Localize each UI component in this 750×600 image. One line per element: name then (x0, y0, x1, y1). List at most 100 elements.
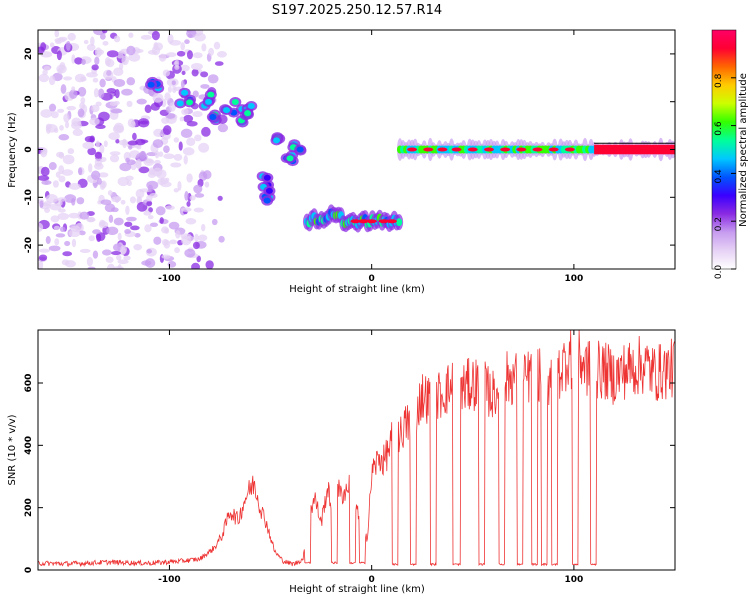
noise-blob (39, 200, 44, 208)
snr-ylabel: SNR (10 * v/v) (7, 414, 18, 485)
noise-blob (68, 212, 80, 219)
noise-blob (192, 52, 203, 59)
noise-blob (126, 45, 136, 56)
noise-blob (119, 162, 132, 172)
noise-blob (178, 141, 183, 151)
noise-blob (77, 108, 85, 118)
spectrogram-xlabel: Height of straight line (km) (289, 284, 425, 295)
spectrogram-ylabel: Frequency (Hz) (7, 112, 18, 188)
colorbar-tick-label: 0.6 (714, 121, 724, 136)
noise-blob (200, 71, 209, 78)
noise-blob (192, 111, 203, 118)
noise-blob (83, 39, 89, 45)
trace-core (296, 146, 304, 153)
noise-blob (56, 50, 62, 61)
noise-blob (111, 251, 122, 256)
noise-blob (126, 77, 136, 86)
spectrogram-ytick-label: 0 (24, 146, 34, 152)
noise-blob (186, 201, 191, 207)
trace-core (207, 91, 215, 98)
noise-blob (143, 211, 152, 216)
noise-blob (194, 193, 205, 198)
noise-blob (67, 148, 75, 155)
noise-blob (52, 180, 59, 188)
band-peak (358, 219, 369, 224)
trace-core (205, 98, 213, 105)
noise-blob (162, 69, 171, 77)
band-peak (386, 219, 397, 224)
noise-blob (122, 138, 127, 149)
noise-blob (161, 254, 171, 259)
noise-blob (58, 134, 70, 141)
spectrogram-ytick-label: -20 (24, 237, 34, 253)
snr-frame (37, 329, 676, 571)
noise-blob (107, 263, 115, 269)
noise-blob (208, 47, 215, 56)
noise-blob (92, 229, 101, 235)
noise-blob (186, 30, 197, 38)
noise-blob (183, 154, 188, 165)
noise-blob (79, 211, 90, 220)
noise-blob (113, 122, 124, 133)
colorbar-tick-label: 0.4 (714, 169, 724, 184)
noise-blob (48, 162, 57, 171)
noise-blob (218, 235, 225, 243)
noise-blob (180, 42, 186, 51)
noise-blob (128, 145, 133, 150)
noise-blob (79, 248, 91, 253)
noise-blob (88, 235, 95, 242)
noise-blob (94, 151, 102, 159)
noise-blob (124, 221, 133, 227)
band-peak (366, 219, 377, 224)
noise-blob (127, 118, 136, 128)
colorbar-tick-label: 0.2 (714, 217, 724, 231)
colorbar-bar (711, 29, 737, 270)
noise-blob (179, 116, 185, 122)
noise-blob (54, 238, 60, 246)
noise-blob (90, 36, 95, 47)
noise-blob (95, 140, 100, 148)
trace-core (244, 110, 252, 117)
noise-blob (68, 229, 81, 238)
noise-blob (166, 52, 177, 58)
snr-ytick-label: 400 (24, 436, 34, 455)
snr-xlabel: Height of straight line (km) (289, 584, 425, 595)
noise-blob (138, 166, 150, 174)
snr-axes: -100 0 100 0 200 400 600 (24, 330, 675, 585)
noise-blob (109, 151, 121, 156)
noise-blob (136, 98, 147, 105)
noise-blob (183, 114, 194, 123)
noise-blob (63, 113, 70, 123)
noise-blob (152, 93, 164, 103)
noise-blob (71, 198, 76, 206)
noise-blob (180, 128, 193, 139)
noise-blob (191, 68, 199, 77)
noise-blob (91, 104, 100, 113)
noise-blob (176, 50, 186, 57)
noise-blob (98, 172, 109, 178)
noise-blob (120, 244, 127, 255)
noise-blob (108, 214, 114, 223)
noise-blob (101, 249, 112, 256)
trace-core (181, 89, 189, 96)
noise-blob (197, 234, 208, 242)
noise-blob (207, 74, 219, 84)
noise-blob (40, 148, 48, 158)
noise-blob (80, 97, 86, 104)
noise-blob (71, 86, 76, 91)
snr-ytick-label: 600 (24, 374, 34, 393)
noise-blob (143, 158, 155, 166)
band-peak (350, 219, 361, 224)
noise-blob (113, 195, 122, 202)
noise-blob (59, 125, 64, 131)
noise-blob (144, 104, 152, 114)
noise-blob (99, 144, 105, 154)
line-peak (548, 147, 559, 152)
noise-blob (181, 108, 189, 116)
noise-blob (181, 70, 186, 76)
noise-blob (135, 159, 142, 169)
noise-blob (159, 217, 164, 224)
noise-blob (53, 128, 59, 134)
noise-blob (125, 205, 130, 215)
